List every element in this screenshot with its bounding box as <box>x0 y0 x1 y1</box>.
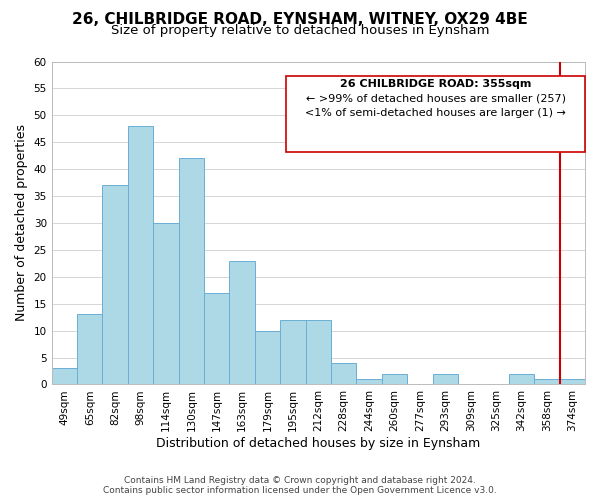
Bar <box>509 374 534 384</box>
Bar <box>433 374 458 384</box>
Bar <box>153 223 179 384</box>
Y-axis label: Number of detached properties: Number of detached properties <box>15 124 28 322</box>
Bar <box>255 330 280 384</box>
Text: <1% of semi-detached houses are larger (1) →: <1% of semi-detached houses are larger (… <box>305 108 566 118</box>
Bar <box>560 379 585 384</box>
Text: Contains HM Land Registry data © Crown copyright and database right 2024.: Contains HM Land Registry data © Crown c… <box>124 476 476 485</box>
Bar <box>204 293 229 384</box>
Bar <box>128 126 153 384</box>
Text: Size of property relative to detached houses in Eynsham: Size of property relative to detached ho… <box>111 24 489 37</box>
Bar <box>229 260 255 384</box>
Text: ← >99% of detached houses are smaller (257): ← >99% of detached houses are smaller (2… <box>305 94 566 104</box>
Bar <box>77 314 103 384</box>
Bar <box>103 186 128 384</box>
Bar <box>305 320 331 384</box>
Bar <box>280 320 305 384</box>
Text: 26, CHILBRIDGE ROAD, EYNSHAM, WITNEY, OX29 4BE: 26, CHILBRIDGE ROAD, EYNSHAM, WITNEY, OX… <box>72 12 528 26</box>
Bar <box>534 379 560 384</box>
Bar <box>382 374 407 384</box>
Bar <box>356 379 382 384</box>
Text: Contains public sector information licensed under the Open Government Licence v3: Contains public sector information licen… <box>103 486 497 495</box>
Bar <box>52 368 77 384</box>
Bar <box>179 158 204 384</box>
Bar <box>331 363 356 384</box>
X-axis label: Distribution of detached houses by size in Eynsham: Distribution of detached houses by size … <box>156 437 481 450</box>
Text: 26 CHILBRIDGE ROAD: 355sqm: 26 CHILBRIDGE ROAD: 355sqm <box>340 78 532 88</box>
